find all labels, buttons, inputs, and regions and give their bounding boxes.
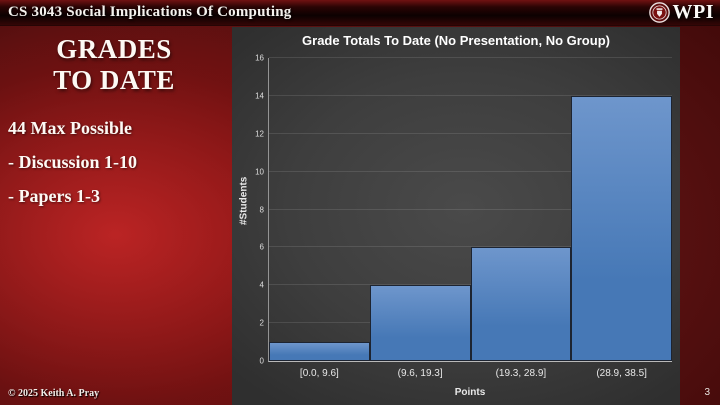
chart-title: Grade Totals To Date (No Presentation, N… bbox=[302, 33, 610, 48]
histogram-bar-2 bbox=[369, 285, 471, 361]
slide-text-column: GRADES TO DATE 44 Max Possible - Discuss… bbox=[0, 30, 228, 220]
grades-histogram-chart: Grade Totals To Date (No Presentation, N… bbox=[232, 27, 680, 405]
y-tick-label: 14 bbox=[255, 91, 264, 101]
y-tick-label: 12 bbox=[255, 129, 264, 139]
page-number: 3 bbox=[704, 387, 710, 398]
course-title: CS 3043 Social Implications Of Computing bbox=[8, 4, 292, 20]
x-tick-label: (28.9, 38.5] bbox=[596, 368, 647, 379]
x-tick-label: [0.0, 9.6] bbox=[299, 368, 339, 379]
x-axis-title: Points bbox=[454, 387, 486, 398]
y-tick-label: 16 bbox=[255, 53, 264, 63]
slide-title-line1: GRADES bbox=[56, 34, 172, 64]
slide-title-line2: TO DATE bbox=[53, 65, 175, 95]
wpi-logo-text: WPI bbox=[672, 1, 714, 23]
histogram-bar-3 bbox=[470, 247, 572, 361]
bullet-item: - Discussion 1-10 bbox=[8, 152, 138, 172]
bullet-item: 44 Max Possible bbox=[8, 118, 132, 138]
gridline bbox=[269, 246, 672, 248]
y-tick-label: 4 bbox=[259, 280, 264, 290]
slide-header-bar: CS 3043 Social Implications Of Computing… bbox=[0, 0, 720, 26]
gridline bbox=[269, 170, 672, 172]
plot-area: 0 2 4 6 8 10 12 14 16 [0.0, 9.6] (9.6, 19.3] (19.3,… bbox=[255, 54, 672, 379]
wpi-logo: WPI bbox=[648, 1, 715, 24]
bullet-list: 44 Max Possible - Discussion 1-10 - Pape… bbox=[8, 118, 228, 207]
y-tick-label: 0 bbox=[259, 356, 264, 366]
gridline bbox=[269, 94, 672, 96]
y-axis-title: #Students bbox=[238, 176, 250, 225]
x-tick-label: (9.6, 19.3] bbox=[397, 368, 443, 379]
y-tick-label: 8 bbox=[259, 205, 264, 214]
y-tick-label: 10 bbox=[255, 167, 264, 177]
bullet-item: - Papers 1-3 bbox=[8, 186, 100, 206]
histogram-bar-4 bbox=[571, 95, 672, 361]
gridline bbox=[269, 208, 672, 210]
copyright-text: © 2025 Keith A. Pray bbox=[8, 388, 100, 399]
histogram-bar-1 bbox=[269, 342, 370, 361]
y-tick-label: 2 bbox=[259, 318, 264, 328]
wpi-seal-icon bbox=[648, 2, 670, 23]
gridline bbox=[269, 132, 672, 134]
gridline bbox=[269, 57, 672, 58]
y-tick-label: 6 bbox=[259, 242, 264, 252]
slide-title: GRADES TO DATE bbox=[10, 34, 218, 96]
x-tick-label: (19.3, 28.9] bbox=[495, 368, 547, 379]
